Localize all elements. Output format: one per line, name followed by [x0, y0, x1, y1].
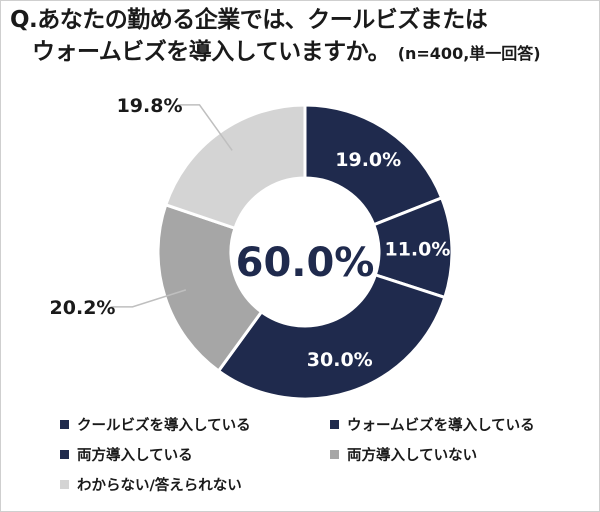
title-line-2: ウォームビズを導入していますか。 (n=400,単一回答): [10, 36, 590, 70]
donut-slice-1: [303, 103, 444, 227]
slice-label-3: 30.0%: [307, 349, 373, 371]
slice-label-4: 20.2%: [50, 297, 116, 319]
center-total-label: 60.0%: [236, 240, 375, 286]
leader-line-4: [110, 289, 187, 308]
legend-label-4: 両方導入していない: [347, 448, 478, 464]
donut-slice-4: [156, 202, 264, 374]
donut-slice-5: [163, 103, 307, 231]
legend-item-2: ウォームビズを導入している: [330, 414, 535, 435]
slice-label-5: 19.8%: [117, 95, 183, 117]
slice-label-2: 11.0%: [384, 238, 450, 260]
legend-label-3: 両方導入している: [77, 448, 193, 464]
slice-labels: 19.0% 11.0% 30.0% 20.2% 19.8%: [50, 95, 451, 371]
legend-swatch-5: [60, 480, 69, 489]
legend-label-2: ウォームビズを導入している: [347, 418, 535, 434]
legend-swatch-2: [330, 420, 339, 429]
donut-slices: [156, 103, 454, 401]
title-note: (n=400,単一回答): [397, 44, 541, 63]
legend-item-3: 両方導入している: [60, 444, 193, 465]
legend-item-1: クールビズを導入している: [60, 414, 251, 435]
chart-title: Q.あなたの勤める企業では、クールビズまたは ウォームビズを導入していますか。 …: [10, 4, 590, 70]
leader-lines: [110, 104, 233, 308]
legend-item-4: 両方導入していない: [330, 444, 477, 465]
legend-label-1: クールビズを導入している: [77, 418, 251, 434]
legend-label-5: わからない/答えられない: [77, 478, 242, 494]
legend-swatch-3: [60, 450, 69, 459]
donut-slice-3: [216, 272, 447, 401]
slice-label-1: 19.0%: [335, 149, 401, 171]
title-question: ウォームビズを導入していますか。: [32, 39, 391, 65]
leader-line-5: [177, 104, 233, 151]
legend-swatch-1: [60, 420, 69, 429]
legend-swatch-4: [330, 450, 339, 459]
legend-item-5: わからない/答えられない: [60, 474, 242, 495]
title-line-1: Q.あなたの勤める企業では、クールビズまたは: [10, 7, 488, 33]
